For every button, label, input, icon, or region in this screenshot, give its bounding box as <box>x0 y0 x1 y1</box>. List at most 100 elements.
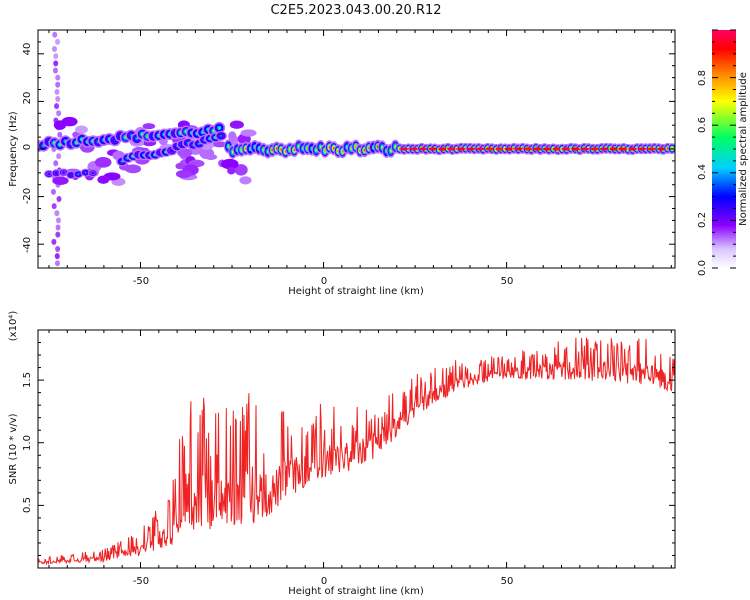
heatmap-cell <box>580 147 589 151</box>
heatmap-cell <box>175 162 185 170</box>
spectrogram-ytick-label: -40 <box>22 237 33 253</box>
heatmap-cell <box>599 147 608 151</box>
heatmap-cell <box>419 147 428 151</box>
snr-series-line <box>38 337 675 566</box>
heatmap-cell <box>619 147 628 151</box>
heatmap-cell <box>523 147 532 151</box>
heatmap-cell <box>113 139 116 142</box>
heatmap-cell <box>170 149 173 152</box>
heatmap-cell <box>121 160 124 163</box>
heatmap-cell <box>52 31 58 38</box>
snr-frame <box>37 329 676 569</box>
heatmap-cell <box>97 175 110 184</box>
heatmap-cell <box>390 149 392 153</box>
heatmap-cell <box>54 253 60 260</box>
heatmap-cell <box>175 169 192 179</box>
spectrogram-x-axis-label: Height of straight line (km) <box>288 286 424 297</box>
spectrogram-ytick-label: 40 <box>22 43 33 56</box>
colorbar-tick-label: 0.2 <box>697 212 708 228</box>
heatmap-cell <box>514 147 523 151</box>
heatmap-cell <box>53 160 59 167</box>
heatmap-cell <box>56 153 62 160</box>
heatmap-cell <box>50 188 56 195</box>
snr-ytick-label: 1.0 <box>22 435 33 451</box>
spectrogram-ytick-label: 0 <box>22 144 33 150</box>
colorbar-gradient <box>712 30 736 268</box>
heatmap-cell <box>476 147 485 151</box>
heatmap-cell <box>240 129 257 137</box>
heatmap-cell <box>199 147 215 160</box>
colorbar-tick-label: 0.4 <box>697 164 708 180</box>
heatmap-cell <box>53 120 67 130</box>
spectrogram-heatmap <box>38 31 675 267</box>
heatmap-cell <box>55 231 61 238</box>
heatmap-cell <box>628 147 637 151</box>
heatmap-cell <box>55 38 61 45</box>
heatmap-cell <box>48 173 50 175</box>
heatmap-cell <box>561 147 570 151</box>
heatmap-cell <box>504 147 513 151</box>
heatmap-cell <box>239 176 252 185</box>
heatmap-cell <box>571 147 580 151</box>
snr-xtick-label: -50 <box>133 576 149 587</box>
heatmap-cell <box>533 147 542 151</box>
heatmap-cell <box>52 176 69 185</box>
spectrogram-y-axis-label: Frequency (Hz) <box>8 111 19 187</box>
heatmap-cell <box>55 217 61 224</box>
heatmap-cell <box>466 147 475 151</box>
heatmap-cell <box>198 142 201 145</box>
heatmap-cell <box>53 60 59 67</box>
heatmap-cell <box>51 203 57 210</box>
snr-y-multiplier: (x10⁴) <box>8 311 19 342</box>
colorbar-ticks <box>712 29 736 269</box>
snr-ytick-label: 0.5 <box>22 497 33 513</box>
heatmap-cell <box>638 147 647 151</box>
heatmap-cell <box>57 131 63 138</box>
heatmap-cell <box>219 134 223 137</box>
heatmap-cell <box>428 147 437 151</box>
heatmap-cell <box>229 120 244 129</box>
heatmap-cell <box>609 147 618 151</box>
heatmap-cell <box>54 260 60 267</box>
heatmap-cell <box>51 46 57 53</box>
heatmap-cell <box>354 145 357 148</box>
heatmap-cell <box>56 195 62 202</box>
heatmap-cell <box>590 147 599 151</box>
heatmap-cell <box>55 96 61 103</box>
heatmap-cell <box>77 173 80 175</box>
heatmap-cell <box>647 147 656 151</box>
heatmap-cell <box>62 171 65 174</box>
heatmap-cell <box>55 81 61 88</box>
snr-y-axis-label: SNR (10 * v/v) <box>8 413 19 484</box>
snr-ticks <box>38 330 675 568</box>
colorbar-label: Normalized spectral amplitude <box>738 72 749 226</box>
heatmap-cell <box>42 144 45 147</box>
spectrogram-xtick-label: 0 <box>321 276 327 287</box>
heatmap-cell <box>51 238 57 245</box>
spectrogram-ticks <box>38 30 675 268</box>
heatmap-cell <box>56 110 62 117</box>
heatmap-cell <box>341 150 344 153</box>
heatmap-cell <box>94 156 112 168</box>
spectrogram-xtick-label: -50 <box>133 276 149 287</box>
snr-panel: -50 0 50 0.5 1.0 1.5 (x10⁴) Height of st… <box>8 311 676 597</box>
heatmap-cell <box>657 147 666 151</box>
heatmap-cell <box>55 245 61 252</box>
colorbar: 0.0 0.2 0.4 0.6 0.8 Normalized spectral … <box>697 29 749 276</box>
heatmap-cell <box>409 147 418 151</box>
heatmap-cell <box>54 103 60 110</box>
heatmap-cell <box>55 172 58 174</box>
heatmap-cell <box>400 147 409 151</box>
heatmap-cell <box>319 145 322 149</box>
heatmap-cell <box>55 74 61 81</box>
heatmap-cell <box>227 145 230 148</box>
snr-xtick-label: 0 <box>321 576 327 587</box>
snr-ytick-label: 1.5 <box>22 372 33 388</box>
colorbar-tick-label: 0.8 <box>697 70 708 86</box>
spectrogram-xtick-label: 50 <box>501 276 514 287</box>
heatmap-cell <box>542 147 551 151</box>
heatmap-cell <box>55 224 61 231</box>
heatmap-cell <box>74 125 88 134</box>
snr-xtick-label: 50 <box>501 576 514 587</box>
